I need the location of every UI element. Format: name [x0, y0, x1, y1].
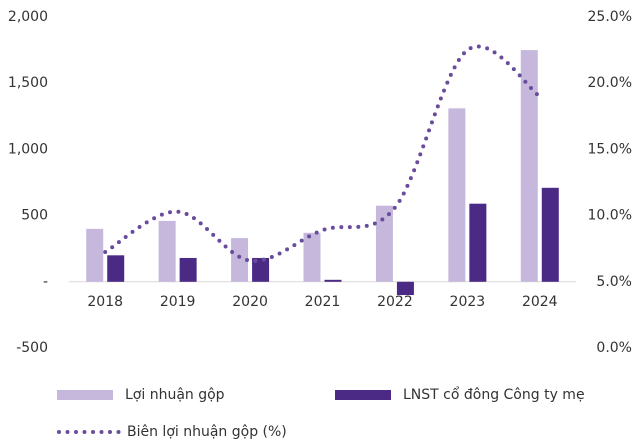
- bar: [396, 281, 414, 296]
- bar: [541, 187, 559, 282]
- x-tick-label: 2018: [87, 294, 123, 310]
- x-tick-label: 2021: [305, 294, 341, 310]
- bar: [158, 220, 176, 282]
- y2-tick-label: 15.0%: [588, 141, 632, 157]
- bar: [469, 203, 487, 282]
- bar: [231, 238, 249, 282]
- line: [103, 44, 542, 263]
- bar: [107, 255, 125, 282]
- y2-tick-label: 0.0%: [596, 340, 632, 356]
- y-tick-label: 1,500: [8, 75, 48, 91]
- bar: [252, 257, 270, 282]
- x-tick-label: 2022: [377, 294, 413, 310]
- bar: [375, 205, 393, 282]
- bar: [179, 257, 197, 282]
- bar: [448, 108, 466, 282]
- x-tick-label: 2024: [522, 294, 558, 310]
- y-tick-label: 500: [21, 208, 48, 224]
- y-tick-label: -: [43, 274, 48, 290]
- y2-tick-label: 25.0%: [588, 9, 632, 25]
- y-tick-label: 1,000: [8, 141, 48, 157]
- bar: [86, 228, 104, 282]
- y-tick-label: -500: [16, 340, 48, 356]
- x-tick-label: 2019: [160, 294, 196, 310]
- y2-tick-label: 5.0%: [596, 274, 632, 290]
- bar: [520, 50, 538, 282]
- bar: [303, 232, 321, 282]
- y-tick-label: 2,000: [8, 9, 48, 25]
- legend-swatch: [57, 390, 113, 400]
- legend-label: LNST cổ đông Công ty mẹ: [403, 386, 585, 403]
- legend-label: Biên lợi nhuận gộp (%): [127, 424, 287, 440]
- legend-label: Lợi nhuận gộp: [125, 387, 225, 403]
- bar: [324, 279, 342, 282]
- y2-tick-label: 10.0%: [588, 208, 632, 224]
- x-tick-label: 2023: [450, 294, 486, 310]
- x-tick-label: 2020: [232, 294, 268, 310]
- y2-tick-label: 20.0%: [588, 75, 632, 91]
- legend-swatch: [335, 390, 391, 400]
